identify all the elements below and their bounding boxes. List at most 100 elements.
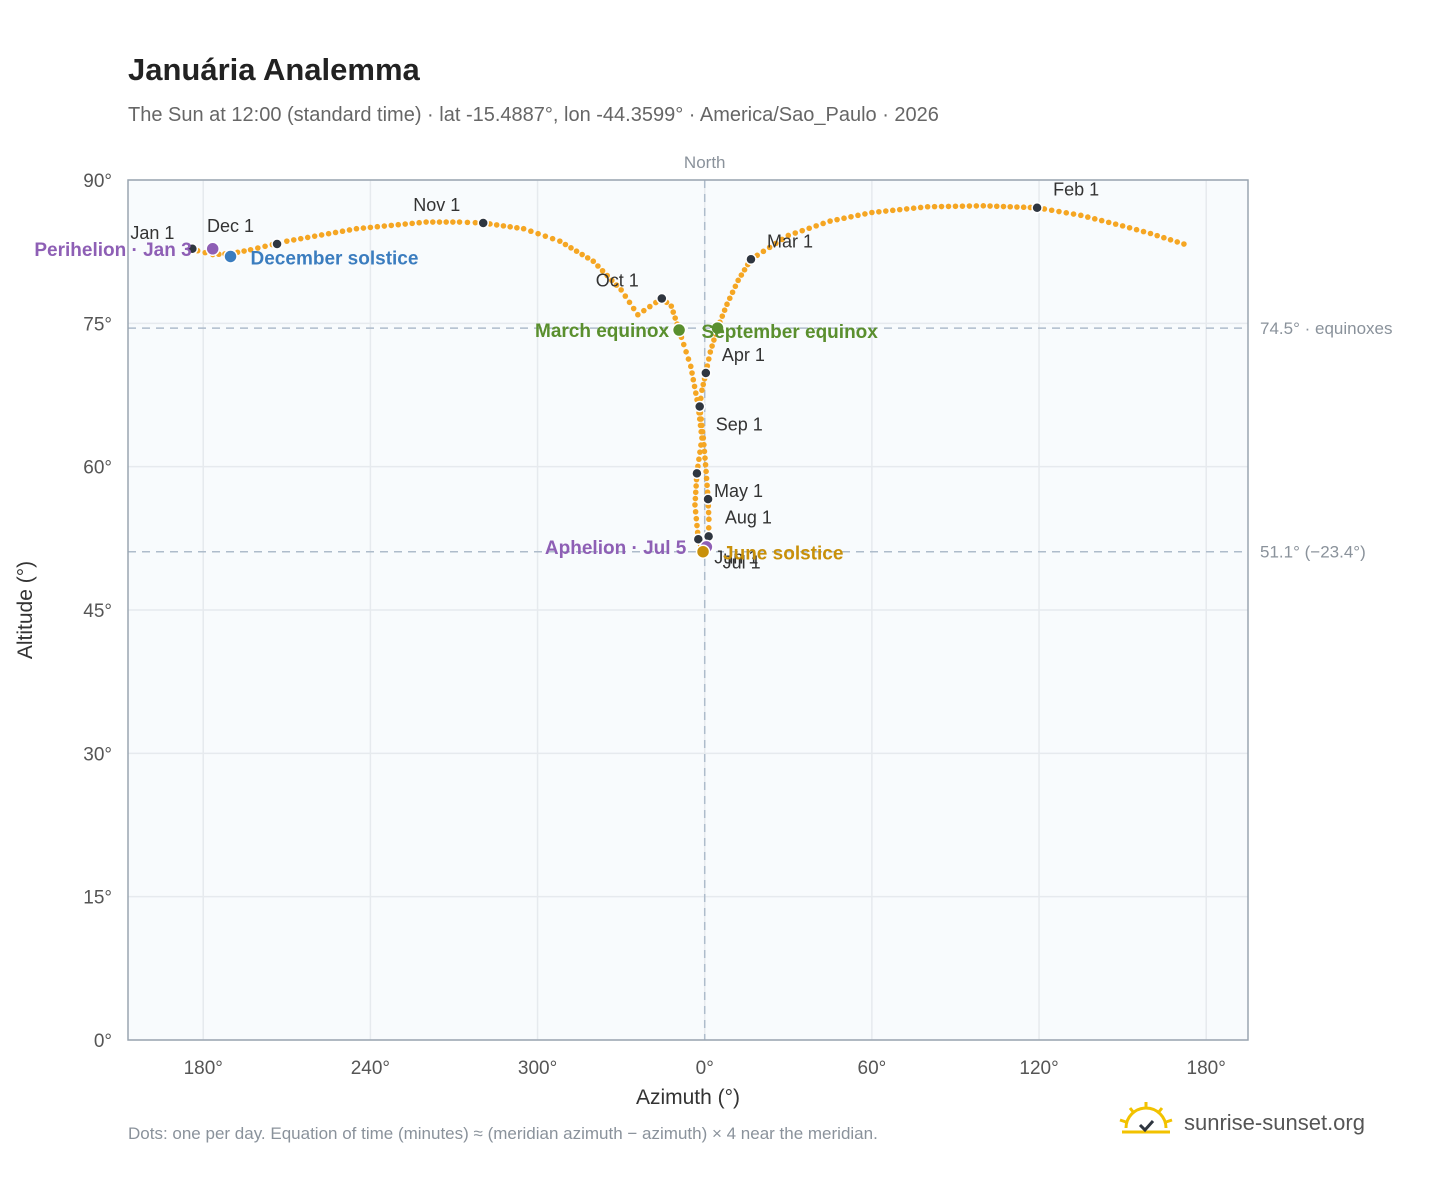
daily-dot	[562, 241, 569, 248]
brand-logo[interactable]: sunrise-sunset.org	[1118, 1100, 1365, 1145]
daily-dot	[670, 309, 677, 315]
daily-dot	[699, 428, 706, 435]
daily-dot	[402, 221, 409, 227]
daily-dot	[813, 223, 819, 229]
daily-dot	[520, 225, 527, 232]
daily-dot	[456, 219, 463, 225]
daily-dot	[690, 376, 697, 383]
month-marker	[186, 243, 199, 255]
daily-dot	[903, 206, 910, 212]
plot-frame	[127, 179, 1249, 1041]
daily-dot	[738, 272, 745, 278]
daily-dot	[1041, 206, 1048, 212]
daily-dot	[1161, 234, 1167, 241]
daily-dot	[1078, 212, 1084, 219]
daily-dot	[726, 295, 733, 302]
daily-dot	[699, 387, 705, 394]
daily-dot	[635, 311, 641, 318]
daily-dot	[687, 363, 694, 370]
daily-dot	[700, 435, 707, 441]
daily-dot	[696, 456, 702, 463]
daily-dot	[924, 203, 931, 210]
daily-dot	[436, 219, 443, 225]
daily-dot	[987, 203, 993, 209]
daily-dot	[862, 211, 868, 217]
daily-dot	[568, 245, 574, 251]
daily-dot	[255, 245, 261, 251]
daily-dot	[889, 207, 896, 214]
reference-line-label: 51.1° (−23.4°)	[1260, 543, 1366, 562]
month-marker-label: Feb 1	[1053, 180, 1099, 200]
x-tick-label: 0°	[696, 1058, 714, 1079]
daily-dot	[332, 229, 339, 236]
daily-dot	[721, 307, 728, 313]
month-marker	[745, 253, 757, 266]
daily-dot	[641, 307, 647, 314]
daily-dot	[869, 209, 875, 216]
daily-dot	[792, 230, 799, 236]
event-marker	[671, 322, 687, 338]
daily-dot	[549, 235, 556, 242]
daily-dot	[711, 337, 717, 343]
event-label: June solstice	[723, 544, 843, 565]
daily-dot	[910, 205, 917, 211]
x-tick-label: 300°	[518, 1058, 557, 1079]
daily-dot	[1167, 237, 1174, 243]
daily-dot	[668, 303, 675, 309]
event-marker	[695, 544, 711, 559]
daily-dot	[318, 232, 325, 238]
month-marker-label: Nov 1	[413, 195, 460, 215]
daily-dot	[692, 502, 698, 508]
month-marker-label: Dec 1	[207, 216, 254, 236]
y-axis-label: Altitude (°)	[14, 561, 37, 659]
event-label: September equinox	[702, 322, 879, 343]
daily-dot	[855, 212, 861, 219]
daily-dot	[701, 441, 707, 448]
y-tick-label: 15°	[83, 888, 112, 909]
event-label: Aphelion · Jul 5	[545, 538, 687, 559]
daily-dot	[500, 223, 507, 229]
daily-dot	[1056, 208, 1062, 215]
daily-dot	[685, 356, 692, 362]
daily-dot	[834, 216, 840, 223]
daily-dot	[388, 222, 395, 229]
daily-dot	[799, 227, 806, 234]
daily-dot	[247, 246, 254, 253]
daily-dot	[472, 219, 479, 226]
y-tick-label: 75°	[83, 314, 112, 335]
daily-dot	[741, 267, 748, 273]
daily-dot	[959, 203, 966, 209]
daily-dot	[1140, 228, 1147, 235]
daily-dot	[680, 341, 687, 348]
event-label: Perihelion · Jan 3	[34, 240, 191, 261]
daily-dot	[381, 223, 388, 229]
chart-subtitle: The Sun at 12:00 (standard time) · lat -…	[128, 104, 939, 126]
daily-dot	[1119, 223, 1126, 229]
month-marker-label: Jul 1	[723, 552, 761, 572]
daily-dot	[590, 258, 597, 265]
month-marker	[702, 493, 714, 505]
daily-dot	[493, 222, 500, 228]
daily-dot	[896, 206, 903, 213]
daily-dot	[609, 277, 615, 284]
daily-dot	[1048, 207, 1055, 214]
daily-dot	[579, 251, 585, 258]
month-marker	[692, 533, 705, 546]
daily-dot	[931, 203, 938, 210]
daily-dot	[698, 416, 704, 422]
daily-dot	[683, 349, 689, 355]
event-markers: Perihelion · Jan 3 December solstice March…	[34, 240, 878, 565]
daily-dot	[647, 303, 653, 310]
daily-dot	[1112, 221, 1119, 227]
daily-dot	[724, 301, 730, 308]
month-marker	[477, 217, 489, 229]
month-marker	[700, 367, 712, 379]
daily-dot	[698, 395, 704, 402]
daily-dot	[311, 233, 318, 239]
daily-dot	[409, 220, 415, 227]
daily-dot	[367, 224, 374, 231]
event-marker	[223, 249, 238, 264]
daily-dot	[693, 483, 699, 489]
daily-dot	[1147, 230, 1154, 237]
daily-dot	[706, 516, 712, 523]
